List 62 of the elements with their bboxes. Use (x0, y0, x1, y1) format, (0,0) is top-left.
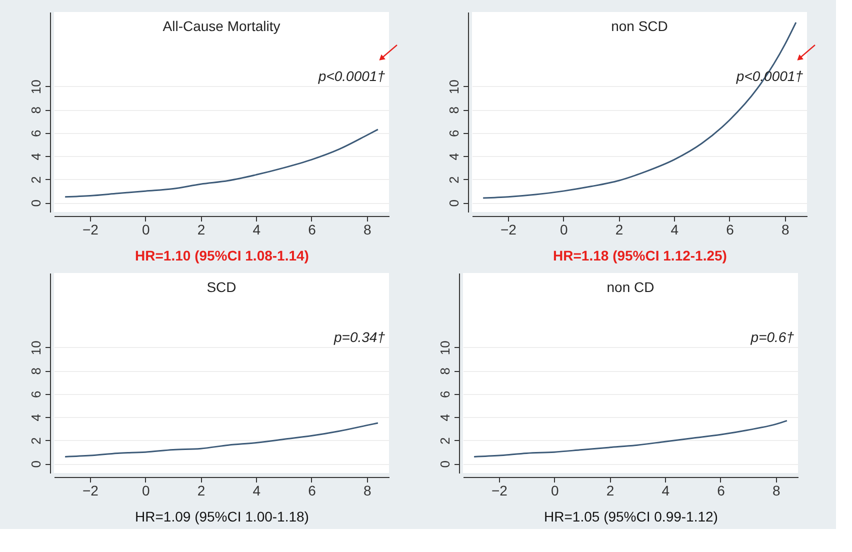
chart-title: SCD (206, 279, 236, 295)
y-tick-label: 6 (28, 390, 44, 398)
chart-title: All-Cause Mortality (162, 18, 280, 34)
x-tick-label: 4 (670, 222, 679, 238)
chart-title: non SCD (611, 18, 668, 34)
y-tick-label: 10 (438, 340, 452, 356)
y-tick-label: 4 (28, 414, 44, 422)
x-tick-label: 4 (252, 482, 261, 498)
y-tick-label: 0 (28, 460, 44, 468)
y-tick-label: 0 (446, 200, 462, 207)
y-tick-label: 4 (446, 153, 462, 160)
line-series (473, 420, 788, 458)
x-tick-label: −2 (82, 222, 99, 238)
annotation: p=0.34† (333, 329, 386, 345)
line-series (64, 422, 379, 458)
x-tick-label: 6 (308, 222, 316, 238)
y-tick-label: 10 (446, 80, 462, 94)
y-tick-label: 10 (28, 340, 44, 356)
x-tick-label: 2 (197, 482, 206, 498)
x-tick-label: 6 (717, 482, 726, 498)
annotation: p<0.0001† (317, 68, 386, 84)
y-tick-label: 6 (446, 130, 462, 138)
y-tick-label: 6 (438, 390, 452, 398)
x-tick-label: 6 (308, 482, 316, 498)
x-tick-label: 2 (615, 222, 624, 238)
y-tick-label: 8 (28, 106, 44, 114)
x-tick-label: 0 (142, 222, 150, 238)
y-tick-label: 2 (28, 437, 44, 445)
x-tick-label: 0 (550, 482, 559, 498)
line-series (64, 128, 379, 198)
y-tick-label: 8 (438, 368, 452, 375)
y-tick-label: 8 (28, 368, 44, 375)
x-tick-label: 0 (560, 222, 568, 238)
x-tick-label: 8 (363, 482, 372, 498)
y-tick-label: 2 (446, 176, 462, 184)
x-tick-label: 2 (197, 222, 206, 238)
x-axis-title: HR=1.09 (95%CI 1.00-1.18) (135, 508, 309, 524)
y-tick-label: 2 (28, 176, 44, 184)
y-tick-label: 8 (446, 106, 462, 114)
annotation: p=0.6† (750, 329, 794, 345)
x-tick-label: 2 (606, 482, 614, 498)
x-tick-label: 8 (772, 482, 780, 498)
chart-title: non CD (606, 279, 654, 295)
y-tick-label: 0 (438, 460, 452, 468)
x-tick-label: 4 (252, 222, 261, 238)
x-tick-label: 8 (781, 222, 790, 238)
x-tick-label: 4 (662, 482, 670, 498)
x-axis-title: HR=1.05 (95%CI 0.99-1.12) (544, 508, 718, 524)
y-tick-label: 6 (28, 130, 44, 138)
x-tick-label: −2 (492, 482, 508, 498)
x-tick-label: 6 (726, 222, 734, 238)
x-axis-title: HR=1.18 (95%CI 1.12-1.25) (553, 248, 727, 264)
x-tick-label: 0 (142, 482, 150, 498)
y-tick-label: 4 (28, 153, 44, 160)
y-tick-label: 10 (28, 80, 44, 94)
x-tick-label: 8 (363, 222, 372, 238)
x-tick-label: −2 (500, 222, 517, 238)
y-tick-label: 0 (28, 200, 44, 207)
y-tick-label: 2 (438, 437, 452, 445)
x-tick-label: −2 (82, 482, 99, 498)
x-axis-title: HR=1.10 (95%CI 1.08-1.14) (135, 248, 309, 264)
y-tick-label: 4 (438, 414, 452, 422)
